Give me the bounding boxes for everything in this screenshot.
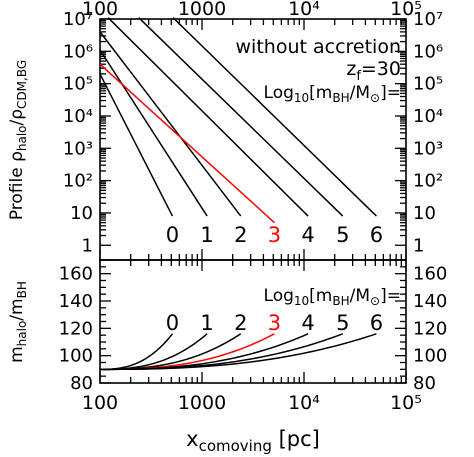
top-series-line-4	[107, 17, 309, 217]
top-series-label-5: 5	[336, 223, 349, 247]
bottom-series-label-1: 1	[200, 311, 213, 335]
bottom-right-tick-label: 160	[413, 264, 447, 285]
top-y-axis-title: Profile ρhalo/ρCDM,BG	[7, 60, 29, 220]
x-axis-title: xcomoving [pc]	[186, 427, 320, 455]
top-right-tick-label: 10⁴	[413, 106, 443, 127]
bottom-series-label-5: 5	[336, 311, 349, 335]
bottom-y-tick-label: 80	[70, 373, 93, 394]
top-x-tick-label: 1000	[178, 0, 226, 20]
top-right-tick-label: 10³	[413, 138, 443, 159]
top-x-tick-label: 100	[82, 0, 118, 20]
bottom-y-tick-label: 100	[59, 346, 93, 367]
bottom-y-tick-label: 160	[59, 264, 93, 285]
bottom-series-label-2: 2	[234, 311, 247, 335]
top-y-tick-label: 10⁶	[63, 41, 93, 62]
top-series-label-0: 0	[166, 223, 179, 247]
top-x-tick-label: 10⁵	[390, 0, 422, 20]
top-right-tick-label: 10	[413, 203, 436, 224]
bottom-panel-frame	[99, 259, 407, 384]
bottom-legend-title: Log10[mBH/M⊙]=	[264, 286, 401, 308]
bottom-series-curve-6	[100, 333, 377, 371]
top-series-label-1: 1	[200, 223, 213, 247]
top-series-label-3: 3	[268, 223, 281, 247]
top-y-tick-label: 10³	[63, 138, 93, 159]
top-y-tick-label: 1	[82, 235, 93, 256]
bottom-y-tick-label: 140	[59, 291, 93, 312]
bottom-right-tick-label: 100	[413, 346, 447, 367]
top-right-tick-label: 10⁶	[413, 41, 443, 62]
top-series-line-6	[172, 17, 377, 217]
bottom-series-curve-0	[100, 333, 174, 371]
bottom-series-label-3: 3	[268, 311, 281, 335]
bottom-series-curve-1	[100, 333, 208, 371]
bottom-x-tick-label: 1000	[178, 392, 226, 414]
top-legend-title: Log10[mBH/M⊙]=	[264, 83, 401, 105]
top-series-line-1	[99, 49, 208, 217]
annotation-redshift: zf=30	[346, 58, 401, 84]
top-y-tick-label: 10²	[63, 171, 93, 192]
top-right-tick-label: 10²	[413, 171, 443, 192]
top-right-tick-label: 10⁷	[413, 9, 443, 30]
top-x-tick-label: 10⁴	[288, 0, 320, 20]
top-y-tick-label: 10⁴	[63, 106, 93, 127]
top-right-tick-label: 10⁵	[413, 74, 443, 95]
annotation-without-accretion: without accretion	[236, 36, 401, 58]
top-y-tick-label: 10⁵	[63, 74, 93, 95]
top-series-line-2	[99, 31, 242, 217]
top-series-label-6: 6	[370, 223, 383, 247]
bottom-y-axis-title: mhalo/mBH	[7, 281, 29, 363]
bottom-series-curve-4	[100, 333, 309, 371]
top-series-label-4: 4	[301, 223, 314, 247]
bottom-series-label-0: 0	[166, 311, 179, 335]
top-series-line-5	[138, 17, 344, 217]
top-y-tick-label: 10⁷	[63, 9, 93, 30]
bottom-right-tick-label: 120	[413, 318, 447, 339]
top-series-label-2: 2	[234, 223, 247, 247]
top-series-line-0	[99, 73, 174, 217]
top-series-line-3	[99, 63, 275, 224]
bottom-series-label-4: 4	[301, 311, 314, 335]
bottom-right-tick-label: 140	[413, 291, 447, 312]
bottom-y-tick-label: 120	[59, 318, 93, 339]
top-right-tick-label: 1	[413, 235, 424, 256]
bottom-series-curve-3	[100, 333, 275, 371]
top-y-tick-label: 10	[70, 203, 93, 224]
bottom-x-tick-label: 10⁴	[288, 392, 320, 414]
bottom-x-tick-label: 10⁵	[390, 392, 422, 414]
bottom-series-label-6: 6	[370, 311, 383, 335]
bottom-right-tick-label: 80	[413, 373, 436, 394]
bottom-x-tick-label: 100	[82, 392, 118, 414]
